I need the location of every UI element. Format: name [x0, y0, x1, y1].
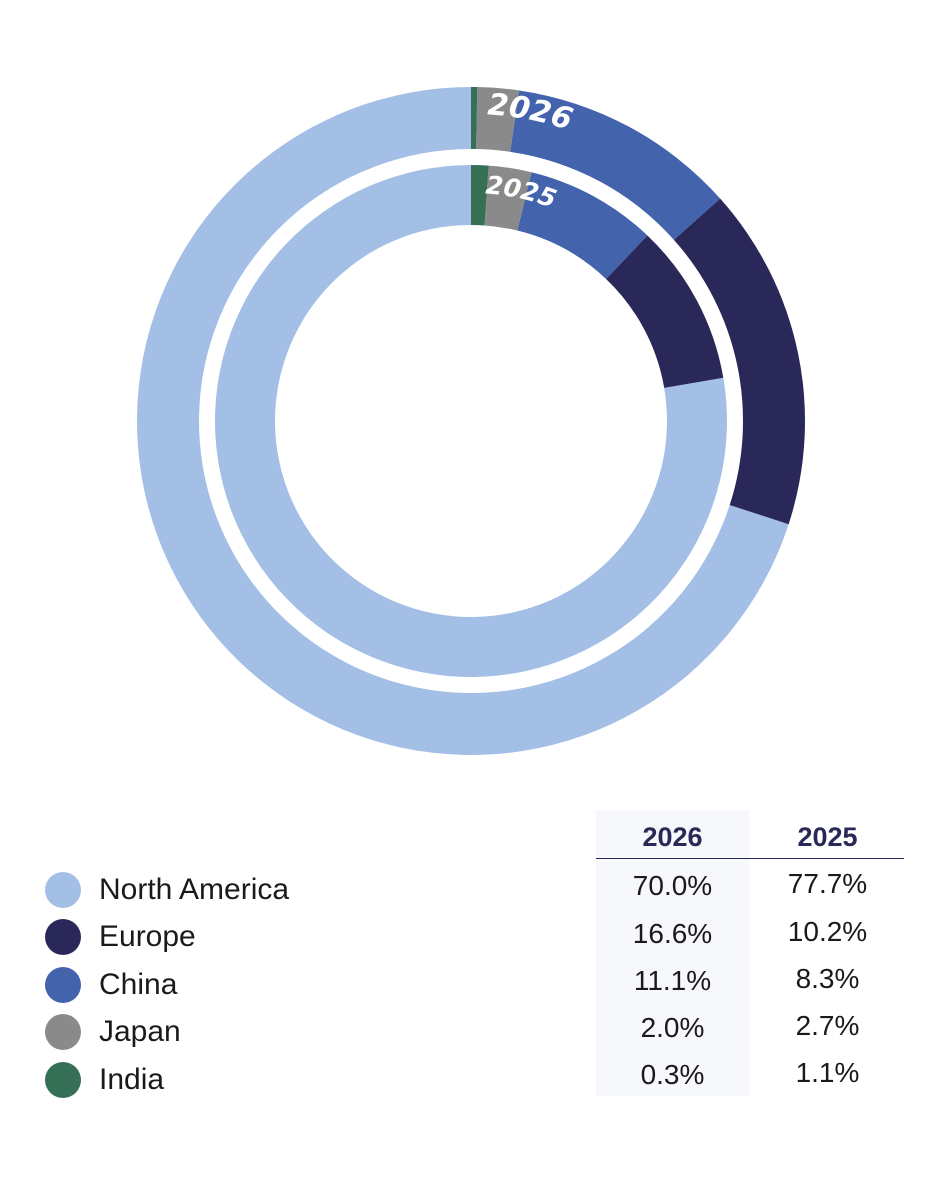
legend-label: North America [99, 872, 290, 906]
legend-label: China [99, 967, 178, 1001]
legend-label: India [99, 1062, 165, 1096]
value-2025: 10.2% [787, 916, 868, 947]
value-2026: 16.6% [632, 918, 713, 949]
legend-item-china: China [45, 961, 289, 1009]
value-2025: 2.7% [795, 1010, 860, 1041]
value-2025: 1.1% [795, 1057, 860, 1088]
legend-item-japan: Japan [45, 1009, 289, 1057]
table-row: 0.3% 1.1% [596, 1057, 904, 1106]
slice-china [510, 90, 721, 240]
value-2026: 2.0% [640, 1012, 705, 1043]
legend-item-india: India [45, 1056, 289, 1104]
value-2026: 11.1% [633, 965, 712, 996]
slice-india [471, 87, 478, 150]
column-header-2025: 2025 [797, 822, 858, 852]
value-2025: 8.3% [795, 963, 860, 994]
legend-swatch [45, 1014, 81, 1051]
legend-item-europe: Europe [45, 914, 289, 962]
table-row: 70.0% 77.7% [596, 868, 904, 917]
legend-label: Europe [99, 920, 196, 954]
inner-ring-2025 [214, 165, 727, 677]
outer-ring-2026 [137, 87, 806, 755]
legend-swatch [45, 966, 81, 1003]
column-header-2026: 2026 [642, 822, 703, 852]
slice-japan [484, 165, 532, 231]
table-header: 2026 2025 [596, 810, 904, 859]
legend-swatch [45, 1061, 81, 1098]
slice-japan [476, 87, 520, 152]
value-2025: 77.7% [787, 868, 868, 899]
slice-china [517, 172, 648, 279]
legend-swatch [45, 919, 81, 956]
value-2026: 70.0% [632, 870, 713, 901]
slice-europe [606, 235, 724, 388]
donut-chart: 2026 2025 [137, 87, 806, 755]
legend: North America Europe China Japan India [45, 866, 289, 1104]
legend-item-north-america: North America [45, 866, 289, 914]
table-row: 2.0% 2.7% [596, 1010, 904, 1059]
table-row: 16.6% 10.2% [596, 916, 904, 965]
table-row: 11.1% 8.3% [596, 963, 904, 1012]
legend-swatch [45, 871, 81, 908]
slice-india [471, 165, 489, 226]
column-highlight [596, 810, 749, 1096]
value-2026: 0.3% [640, 1059, 705, 1090]
slice-europe [673, 198, 806, 525]
legend-label: Japan [99, 1015, 181, 1049]
